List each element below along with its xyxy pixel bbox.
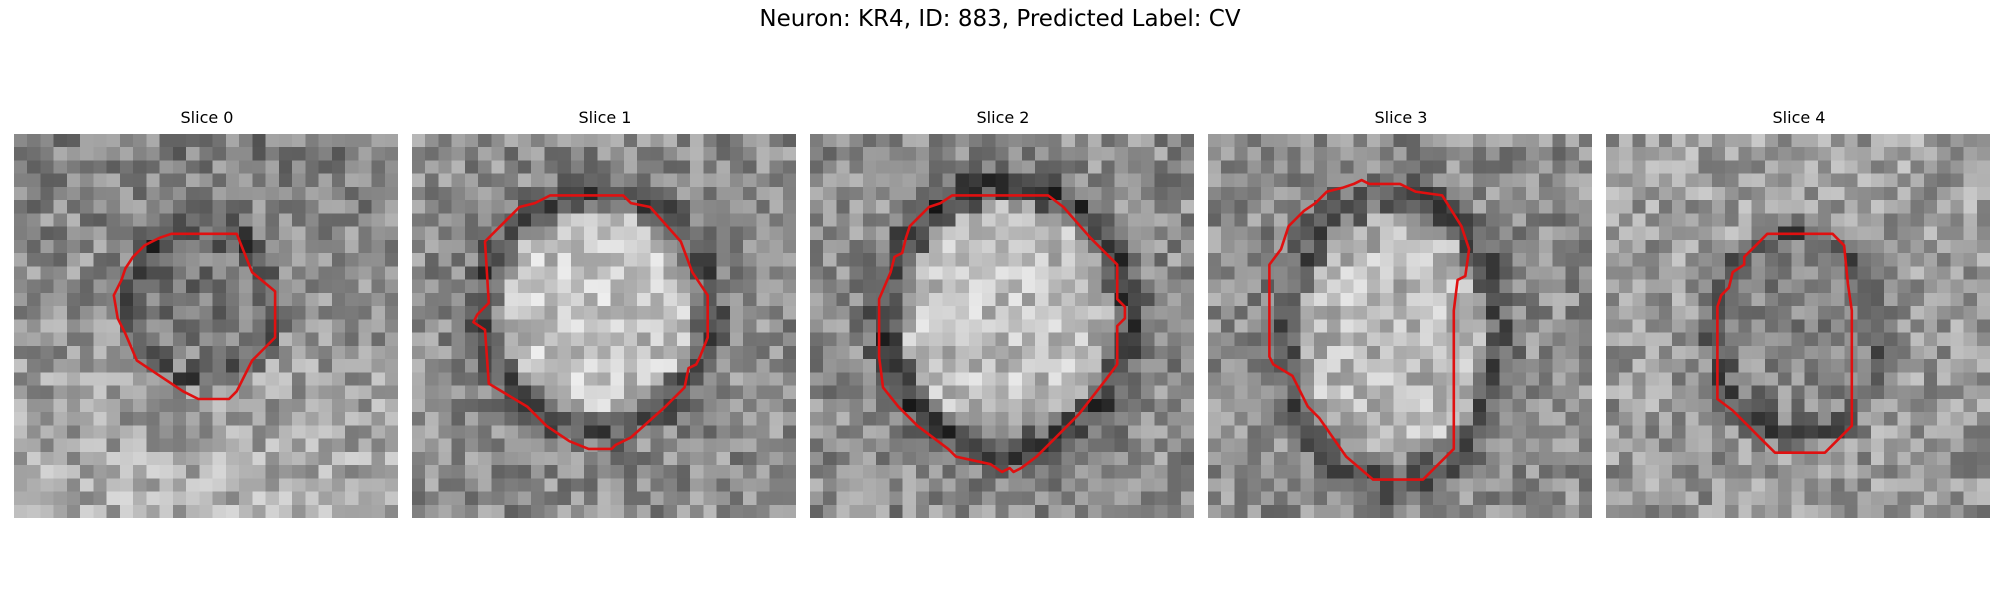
segmentation-contour: [877, 194, 1127, 474]
grayscale-patch: [1606, 134, 1990, 518]
slice-image: [1208, 134, 1592, 518]
slice-image: [810, 134, 1194, 518]
grayscale-patch: [412, 134, 796, 518]
grayscale-patch: [810, 134, 1194, 518]
slice-image: [1606, 134, 1990, 518]
grayscale-patch: [14, 134, 398, 518]
grayscale-patch: [1208, 134, 1592, 518]
slice-title: Slice 2: [976, 108, 1030, 127]
segmentation-contour: [472, 194, 710, 451]
segmentation-contour: [1716, 232, 1854, 455]
figure-title: Neuron: KR4, ID: 883, Predicted Label: C…: [759, 6, 1241, 32]
segmentation-contour: [112, 232, 277, 401]
slice-image: [412, 134, 796, 518]
slice-title: Slice 4: [1772, 108, 1826, 127]
slice-title: Slice 0: [180, 108, 234, 127]
slice-title: Slice 3: [1374, 108, 1428, 127]
slice-title: Slice 1: [578, 108, 632, 127]
segmentation-contour: [1268, 178, 1471, 481]
slice-image: [14, 134, 398, 518]
